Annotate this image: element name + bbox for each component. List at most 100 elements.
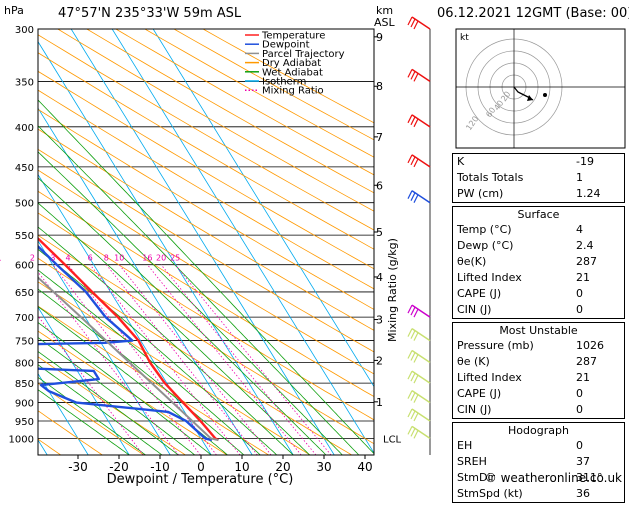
wind-barb-flag — [413, 332, 419, 341]
wet-adiabat-line — [38, 226, 294, 455]
surface-value: 287 — [576, 255, 597, 268]
wind-barb-flag — [410, 156, 416, 166]
dry-adiabat-line — [38, 190, 374, 398]
hodograph-key: StmDir — [457, 471, 496, 484]
km-tick-label: 5 — [376, 226, 383, 239]
surface-value: 4 — [576, 223, 583, 236]
hodograph-key: StmSpd (kt) — [457, 487, 523, 500]
index-key: K — [457, 155, 465, 168]
hodograph-unit-label: kt — [460, 33, 469, 43]
wind-barb-flag — [413, 20, 419, 30]
surface-key: Lifted Index — [457, 271, 522, 284]
hodograph-row: StmDir 311° — [453, 470, 624, 486]
wind-barb-flag — [407, 350, 413, 359]
hodograph-storm-point — [543, 93, 547, 97]
most-unstable-value: 1026 — [576, 339, 604, 352]
km-tick-label: 4 — [376, 271, 383, 284]
hodograph-storm-arrow — [527, 95, 533, 101]
legend-label: Dewpoint — [262, 40, 310, 51]
isotherm-line — [38, 40, 294, 455]
index-value: -19 — [576, 155, 594, 168]
pressure-tick-label: 600 — [15, 261, 34, 272]
series-line-temperature — [38, 236, 219, 442]
most-unstable-value: 0 — [576, 403, 583, 416]
pressure-tick-label: 400 — [15, 123, 34, 134]
wind-barb — [407, 16, 431, 30]
index-value: 1.24 — [576, 187, 601, 200]
pressure-tick-label: 450 — [15, 163, 34, 174]
mixing-ratio-label: 10 — [114, 254, 124, 263]
wind-barb-flag — [410, 116, 416, 126]
index-key: Totals Totals — [457, 171, 524, 184]
surface-value: 2.4 — [576, 239, 594, 252]
isotherm-line — [111, 29, 374, 454]
hodograph-value: 36 — [576, 487, 590, 500]
surface-box: Surface Temp (°C) 4 Dewp (°C) 2.4 θe(K) 287 Li… — [452, 206, 625, 319]
location-title: 47°57'N 235°33'W 59m ASL — [58, 6, 242, 21]
isotherm-line — [38, 173, 212, 455]
km-tick-label: 2 — [376, 354, 383, 367]
mixing-ratio-label: 2 — [30, 254, 35, 263]
wind-barb — [407, 389, 431, 404]
mixing-ratio-label: 1 — [0, 254, 2, 263]
index-value: 1 — [576, 171, 583, 184]
most-unstable-title: Most Unstable — [499, 324, 578, 337]
legend-label: Mixing Ratio — [262, 86, 324, 97]
mixing-ratio-label: 16 — [142, 254, 152, 263]
wind-barb-flag — [410, 71, 416, 80]
wind-barb-flag — [407, 426, 413, 435]
surface-row: Dewp (°C) 2.4 — [453, 238, 624, 254]
most-unstable-row: θe (K) 287 — [453, 354, 624, 370]
wind-barb-flag — [410, 410, 416, 420]
wind-barb-flag — [413, 194, 419, 203]
wind-barb-flag — [407, 408, 413, 418]
wind-barb-flag — [410, 352, 416, 361]
most-unstable-value: 0 — [576, 387, 583, 400]
wet-adiabat-line — [38, 364, 163, 455]
pressure-tick-label: 650 — [15, 288, 34, 299]
km-label: km — [376, 4, 394, 17]
most-unstable-value: 21 — [576, 371, 590, 384]
most-unstable-row: CIN (J) 0 — [453, 402, 624, 418]
dry-adiabat-line — [38, 382, 145, 455]
surface-value: 0 — [576, 303, 583, 316]
hodograph-row: StmSpd (kt) 36 — [453, 486, 624, 502]
pressure-tick-label: 500 — [15, 199, 34, 210]
mixing-ratio-line — [118, 264, 272, 455]
mixing-ratio-axis-label: Mixing Ratio (g/kg) — [386, 238, 399, 342]
legend-label: Wet Adiabat — [262, 67, 323, 78]
hodograph-table-title: Hodograph — [508, 424, 569, 437]
index-row: PW (cm) 1.24 — [453, 186, 624, 202]
most-unstable-row: CAPE (J) 0 — [453, 386, 624, 402]
km-tick-label: 9 — [376, 31, 383, 44]
wet-adiabat-line — [38, 389, 130, 455]
surface-row: Lifted Index 21 — [453, 270, 624, 286]
most-unstable-key: CIN (J) — [457, 403, 492, 416]
wind-barb-flag — [413, 412, 419, 422]
dry-adiabat-line — [38, 169, 374, 375]
dry-adiabat-line — [38, 356, 186, 455]
dry-adiabat-line — [38, 70, 374, 270]
surface-value: 21 — [576, 271, 590, 284]
isotherm-line — [38, 107, 253, 455]
mixing-ratio-label: 6 — [88, 254, 93, 263]
isotherm-line — [38, 306, 130, 455]
series-line-dewpoint — [38, 244, 213, 442]
mixing-ratio-line — [38, 271, 179, 455]
wet-adiabat-line — [38, 202, 310, 455]
hpa-label: hPa — [4, 4, 24, 17]
copyright-text: © weatheronline.co.uk — [485, 471, 622, 485]
skew-t-diagram: 1234681016202530035040045050055060065070… — [0, 16, 626, 486]
series-line-parcel-trajectory — [38, 276, 219, 442]
hodograph-key: EH — [457, 439, 473, 452]
dry-adiabat-line — [38, 305, 269, 455]
lcl-label: LCL — [383, 434, 402, 445]
stats-panel: K -19 Totals Totals 1 PW (cm) 1.24 Surface Te… — [452, 153, 625, 506]
mixing-ratio-line — [38, 315, 144, 455]
km-tick-label: 1 — [376, 396, 383, 409]
surface-key: CAPE (J) — [457, 287, 502, 300]
wind-barb-flag — [413, 73, 419, 82]
most-unstable-key: Lifted Index — [457, 371, 522, 384]
mixing-ratio-line — [174, 264, 332, 455]
x-tick-label: -30 — [68, 460, 88, 474]
